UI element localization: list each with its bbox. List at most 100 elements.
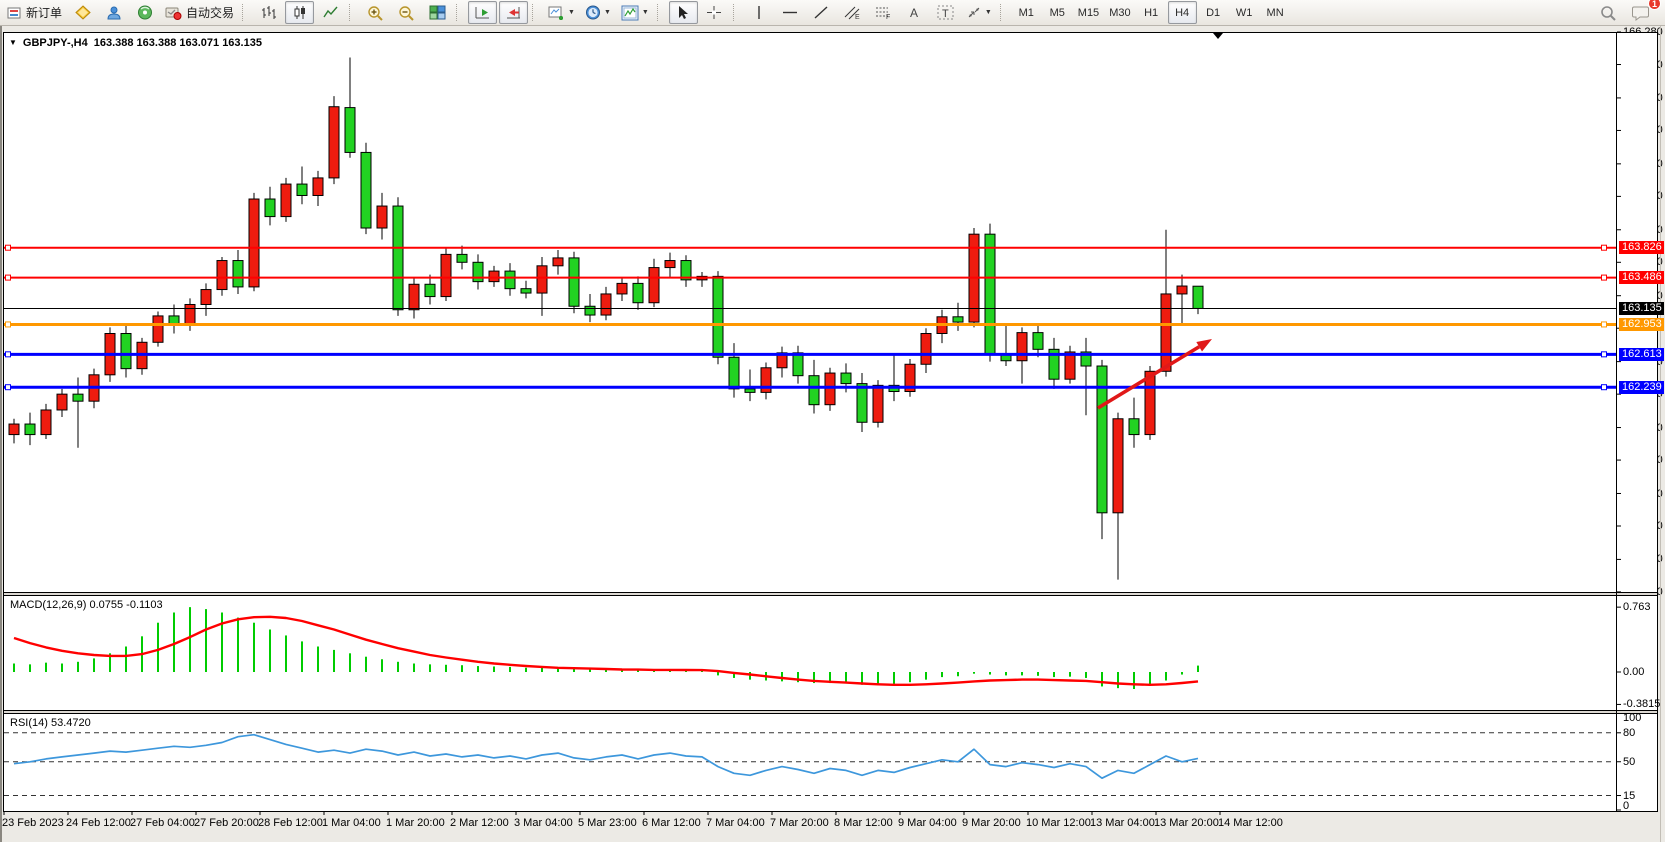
rsi-indicator-label: RSI(14) 53.4720 [10, 717, 91, 729]
line-chart-icon [322, 5, 339, 20]
profiles-clock-icon [585, 5, 601, 20]
signals-button[interactable] [130, 1, 159, 24]
trendline-tool-button[interactable] [807, 1, 836, 24]
time-axis-label: 27 Feb 20:00 [194, 817, 259, 829]
toolbar-grip [242, 4, 249, 21]
candlestick-chart-icon [292, 5, 308, 20]
rsi-axis-label: 0 [1623, 800, 1630, 812]
time-axis-label: 9 Mar 20:00 [962, 817, 1021, 829]
tile-windows-button[interactable] [423, 1, 452, 24]
fibonacci-icon: F [875, 5, 892, 21]
time-axis-label: 13 Mar 04:00 [1090, 817, 1155, 829]
text-tool-button[interactable]: A [900, 1, 929, 24]
panel-left-border [3, 32, 4, 812]
new-chart-caret-icon: ▼ [568, 9, 575, 16]
horizontal-line-tool-button[interactable] [776, 1, 805, 24]
arrows-tool-button[interactable]: ▼ [962, 1, 996, 24]
svg-text:T: T [942, 8, 949, 20]
auto-trading-label: 自动交易 [186, 6, 235, 20]
search-icon [1600, 5, 1617, 21]
level-price-tag: 162.239 [1619, 380, 1664, 394]
main-panel-top-border [3, 32, 1658, 33]
new-order-button[interactable]: 新订单 [3, 1, 66, 24]
chart-background[interactable] [3, 32, 1658, 811]
timeframe-label: MN [1266, 6, 1284, 19]
templates-caret-icon: ▼ [641, 9, 649, 16]
time-axis-label: 27 Feb 04:00 [130, 817, 195, 829]
profiles-button[interactable]: ▼ [581, 1, 615, 24]
timeframe-label: H4 [1175, 6, 1190, 19]
auto-scroll-button[interactable] [468, 1, 498, 24]
panel-splitter[interactable] [3, 593, 1658, 595]
search-button[interactable] [1594, 1, 1623, 24]
rsi-axis-label: 15 [1623, 789, 1636, 802]
panel-splitter[interactable] [3, 711, 1658, 713]
timeframe-label: D1 [1206, 6, 1221, 19]
time-axis-label: 6 Mar 12:00 [642, 817, 701, 829]
cursor-tool-button[interactable] [668, 1, 698, 24]
trendline-icon [813, 5, 829, 20]
toolbar-grip [456, 4, 463, 21]
timeframe-button-W1[interactable]: W1 [1230, 1, 1259, 24]
one-click-trading-toggle-icon[interactable]: ▼ [9, 37, 17, 47]
candlestick-chart-button[interactable] [285, 1, 315, 24]
level-price-tag: 162.613 [1619, 347, 1664, 361]
vertical-line-tool-button[interactable] [745, 1, 774, 24]
svg-text:A: A [910, 6, 918, 20]
horizontal-line-icon [782, 5, 798, 20]
main-toolbar: 新订单 自动交易 [0, 0, 1665, 26]
cursor-arrow-icon [676, 5, 690, 20]
timeframe-group: M1 M5 M15 M30 H1 H4 D1 W1 MN [1011, 1, 1291, 24]
text-label-icon: T [937, 5, 954, 20]
time-axis-label: 1 Mar 20:00 [386, 817, 445, 829]
auto-trading-button[interactable]: 自动交易 [161, 1, 238, 24]
crosshair-tool-button[interactable] [700, 1, 729, 24]
chart-templates-icon [621, 5, 639, 21]
time-axis-label: 10 Mar 12:00 [1026, 817, 1091, 829]
timeframe-button-M15[interactable]: M15 [1074, 1, 1103, 24]
timeframe-button-M30[interactable]: M30 [1105, 1, 1134, 24]
zoom-in-button[interactable] [361, 1, 390, 24]
new-order-icon [7, 6, 22, 20]
timeframe-label: H1 [1144, 6, 1159, 19]
new-chart-button[interactable]: ▼ [544, 1, 579, 24]
time-axis-label: 5 Mar 23:00 [578, 817, 637, 829]
level-price-tag: 162.953 [1619, 317, 1664, 331]
profiles-caret-icon: ▼ [603, 9, 611, 16]
toolbar-grip [999, 4, 1007, 21]
tile-windows-icon [429, 5, 446, 20]
line-chart-button[interactable] [316, 1, 345, 24]
price-axis-divider[interactable] [1616, 32, 1617, 812]
svg-text:E: E [855, 14, 860, 20]
signals-icon [137, 5, 153, 20]
timeframe-button-M1[interactable]: M1 [1012, 1, 1041, 24]
chat-button[interactable]: 1 [1626, 0, 1661, 24]
time-axis-label: 2 Mar 12:00 [450, 817, 509, 829]
timeframe-button-H1[interactable]: H1 [1137, 1, 1166, 24]
timeframe-button-MN[interactable]: MN [1261, 1, 1290, 24]
timeframe-button-H4[interactable]: H4 [1167, 1, 1197, 24]
rsi-axis-label: 100 [1623, 712, 1642, 724]
symbol-period-label: GBPJPY-,H4 [22, 37, 88, 49]
time-axis-label: 1 Mar 04:00 [322, 817, 381, 829]
chart-shift-button[interactable] [499, 1, 529, 24]
chart-templates-button[interactable]: ▼ [617, 1, 653, 24]
timeframe-button-D1[interactable]: D1 [1199, 1, 1228, 24]
metaeditor-button[interactable] [68, 1, 97, 24]
community-person-icon [106, 5, 122, 20]
notification-badge: 1 [1648, 0, 1661, 10]
new-order-label: 新订单 [26, 6, 63, 20]
time-axis-label: 7 Mar 04:00 [706, 817, 765, 829]
time-axis-label: 24 Feb 12:00 [66, 817, 131, 829]
level-price-tag: 163.486 [1619, 271, 1664, 285]
mql5-community-button[interactable] [99, 1, 128, 24]
window-left-edge [0, 26, 2, 842]
zoom-out-button[interactable] [392, 1, 421, 24]
equidistant-channel-tool-button[interactable]: E [838, 1, 867, 24]
timeframe-button-M5[interactable]: M5 [1043, 1, 1072, 24]
new-chart-icon [548, 5, 565, 20]
fibonacci-tool-button[interactable]: F [869, 1, 898, 24]
bar-chart-button[interactable] [254, 1, 283, 24]
macd-axis-label: -0.3815 [1623, 698, 1661, 711]
text-label-tool-button[interactable]: T [931, 1, 960, 24]
